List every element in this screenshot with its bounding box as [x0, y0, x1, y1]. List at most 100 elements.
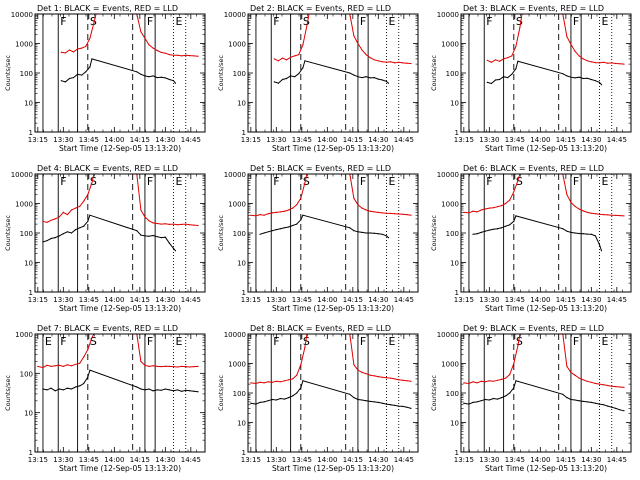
data-point-lld [574, 374, 576, 376]
interval-marker-label: E [175, 335, 182, 348]
chart-panel-5: Det 5: BLACK = Events, RED = LLD 1 10 100 10… [217, 164, 419, 313]
x-tick-label: 13:30 [266, 296, 286, 304]
x-tick-label: 13:45 [292, 136, 312, 144]
x-tick-label: 13:30 [53, 136, 73, 144]
data-point-lld [273, 58, 275, 60]
data-point-lld [480, 380, 482, 382]
data-point-lld [259, 214, 261, 216]
data-point-events [385, 80, 388, 82]
data-point-events [185, 389, 187, 391]
data-point-events [152, 234, 154, 237]
interval-marker-label: E [175, 15, 182, 28]
data-point-lld [394, 378, 396, 380]
x-axis-label: Start Time (12-Sep-05 13:13:20) [59, 464, 181, 473]
data-point-lld [250, 214, 252, 216]
data-point-events [509, 224, 511, 226]
plot-frame [247, 333, 419, 453]
data-point-events [385, 235, 388, 237]
data-point-lld [505, 202, 507, 205]
data-point-lld [193, 224, 195, 226]
data-point-events [503, 76, 505, 78]
y-axis-label: Counts/sec [430, 375, 438, 411]
data-point-events [89, 66, 91, 68]
series-line-events [274, 60, 389, 84]
data-point-lld [42, 367, 44, 369]
data-point-lld [570, 43, 572, 45]
series-group [60, 14, 199, 84]
data-point-events [611, 406, 613, 408]
data-point-events [89, 214, 91, 216]
data-point-lld [296, 374, 298, 376]
data-point-lld [468, 382, 470, 385]
data-point-events [492, 228, 494, 230]
panel-title: Det 7: BLACK = Events, RED = LLD [37, 324, 178, 333]
series-line-events [42, 214, 176, 252]
data-point-events [582, 400, 584, 402]
data-point-lld [164, 223, 166, 225]
data-point-lld [373, 211, 375, 213]
data-point-events [476, 233, 478, 235]
data-point-lld [156, 49, 158, 52]
interval-marker-label: F [273, 175, 279, 188]
data-point-lld [193, 366, 195, 368]
data-point-events [570, 231, 572, 233]
y-tick-label: 10 [237, 420, 246, 428]
data-point-events [267, 231, 269, 233]
data-point-lld [472, 381, 474, 383]
interval-marker-label: F [147, 15, 153, 28]
interval-marker-label: F [60, 335, 66, 348]
data-point-lld [513, 191, 515, 193]
data-point-lld [623, 63, 625, 65]
data-point-events [273, 81, 275, 83]
data-point-events [590, 78, 592, 81]
data-point-events [87, 376, 89, 378]
data-point-lld [353, 364, 355, 366]
data-point-events [406, 406, 408, 408]
data-point-lld [406, 62, 408, 64]
data-point-lld [517, 179, 519, 182]
data-point-lld [398, 379, 400, 381]
interval-marker-label: F [486, 15, 492, 28]
data-point-events [515, 215, 517, 217]
data-point-events [54, 237, 56, 239]
data-point-lld [390, 61, 392, 63]
data-point-lld [607, 62, 609, 64]
data-point-events [361, 231, 363, 233]
data-point-lld [615, 62, 617, 65]
data-point-events [172, 247, 175, 249]
data-point-lld [148, 44, 150, 46]
data-point-events [498, 78, 501, 81]
x-tick-label: 14:00 [104, 456, 124, 464]
y-tick-label: 1000 [228, 361, 246, 369]
y-axis-label: Counts/sec [217, 215, 225, 251]
data-point-lld [623, 215, 625, 217]
data-point-events [164, 388, 166, 390]
data-point-lld [58, 216, 60, 218]
y-tick-label: 1000 [15, 331, 33, 339]
x-tick-label: 13:30 [479, 456, 499, 464]
data-point-events [281, 78, 284, 81]
data-point-events [292, 395, 294, 397]
plot-frame [34, 333, 206, 453]
data-point-events [513, 220, 515, 222]
data-point-events [598, 81, 601, 83]
data-point-events [490, 82, 492, 85]
x-tick-label: 14:30 [581, 456, 601, 464]
data-point-lld [505, 377, 507, 379]
y-tick-label: 10 [237, 260, 246, 268]
data-point-lld [193, 55, 195, 57]
data-point-lld [357, 42, 359, 45]
data-point-lld [402, 379, 404, 381]
data-point-lld [361, 207, 363, 209]
x-tick-label: 13:15 [454, 296, 474, 304]
x-axis-label: Start Time (12-Sep-05 13:13:20) [59, 144, 181, 153]
data-point-events [288, 397, 290, 399]
interval-marker-label: E [175, 175, 182, 188]
data-point-events [250, 402, 252, 404]
x-tick-label: 13:15 [241, 136, 261, 144]
data-point-lld [509, 199, 511, 201]
data-point-events [177, 389, 179, 391]
data-point-events [140, 73, 142, 75]
data-point-events [562, 73, 564, 75]
data-point-lld [85, 45, 87, 48]
